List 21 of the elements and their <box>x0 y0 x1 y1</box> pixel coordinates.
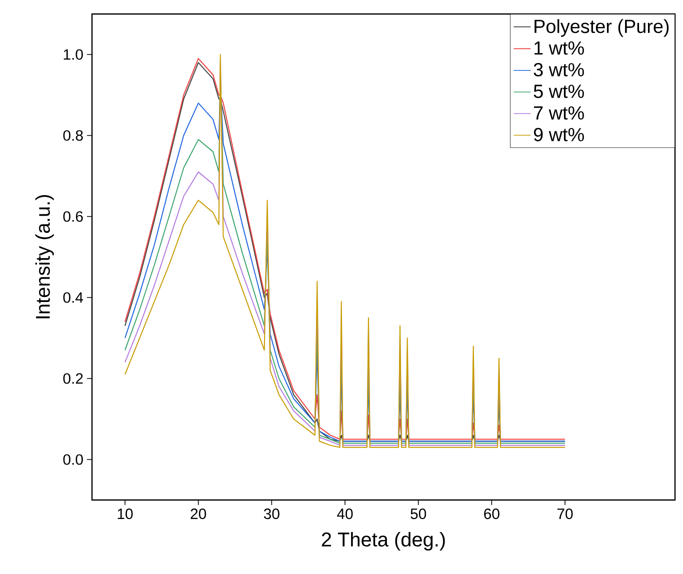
y-axis-title: Intensity (a.u.) <box>35 195 54 318</box>
legend-label: Polyester (Pure) <box>534 19 669 37</box>
x-axis-title: 2 Theta (deg.) <box>322 532 445 551</box>
y-tick-label: 0.0 <box>63 454 83 465</box>
x-tick-label: 50 <box>410 508 426 520</box>
x-tick-label: 60 <box>484 508 500 520</box>
y-tick-label: 0.8 <box>63 130 83 141</box>
legend-label: 5 wt% <box>534 84 584 98</box>
legend-label: 1 wt% <box>534 41 584 55</box>
legend-label: 7 wt% <box>534 106 584 120</box>
x-tick-label: 40 <box>337 508 353 520</box>
x-tick-label: 10 <box>118 508 133 520</box>
legend-label: 3 wt% <box>534 62 584 76</box>
y-tick-label: 0.6 <box>63 211 83 222</box>
x-tick-label: 20 <box>190 508 206 520</box>
legend-label: 9 wt% <box>534 128 584 142</box>
x-tick-label: 70 <box>557 508 573 520</box>
y-tick-label: 0.4 <box>63 292 84 303</box>
x-tick-label: 30 <box>264 508 280 520</box>
y-tick-label: 1.0 <box>64 49 83 60</box>
y-tick-label: 0.2 <box>63 373 83 384</box>
